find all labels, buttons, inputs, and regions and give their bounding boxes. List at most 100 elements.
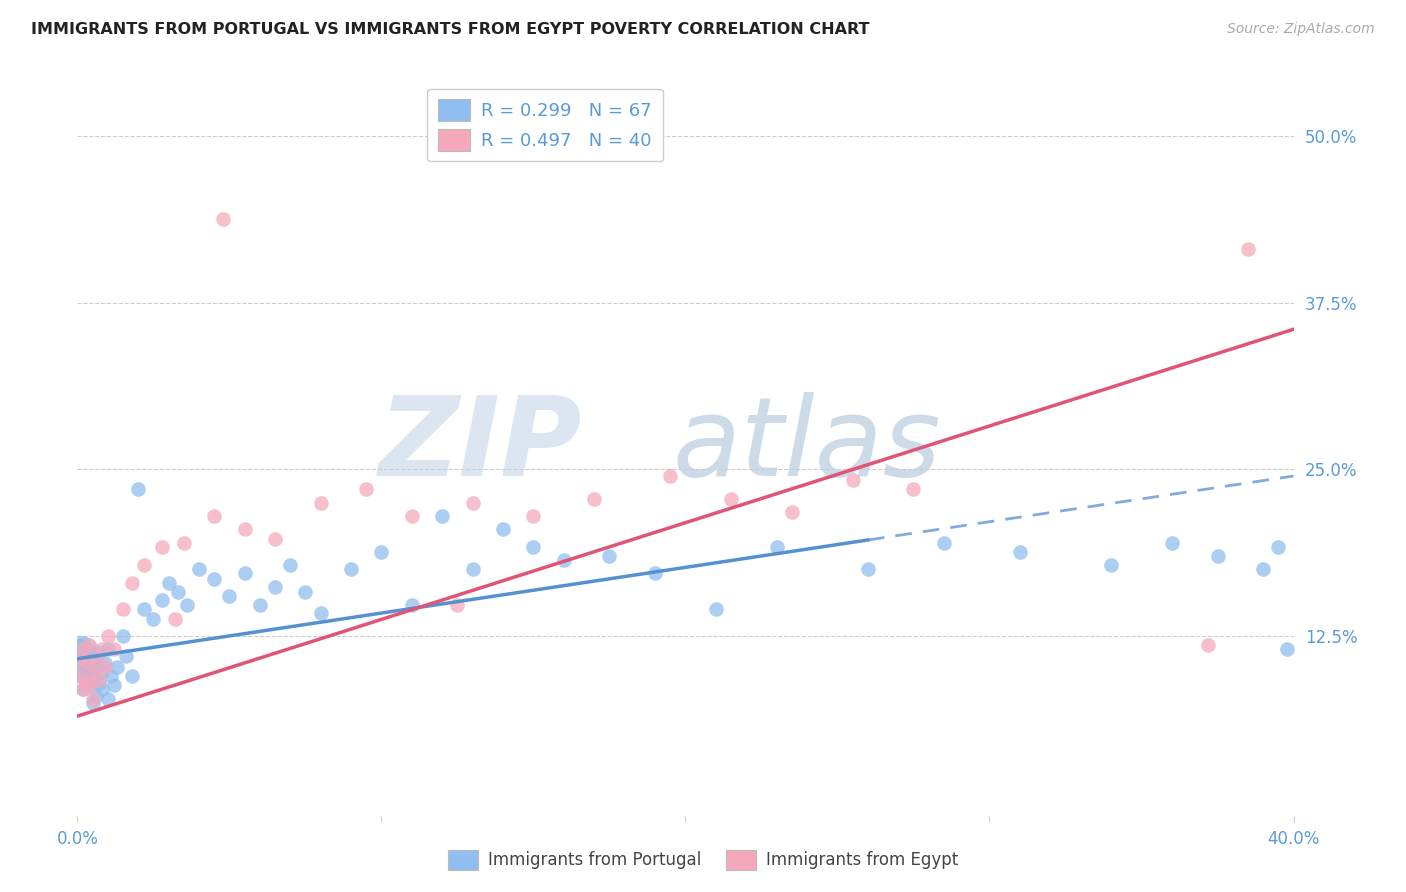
Point [121,669,143,683]
Point [111,602,134,616]
Point [841,473,863,487]
Point [134,602,156,616]
Point [264,532,287,546]
Point [522,540,544,554]
Point [93,656,115,670]
Point [446,599,468,613]
Point [720,491,742,506]
Point [97,642,120,657]
Point [278,558,301,573]
Point [72,669,94,683]
Point [249,599,271,613]
Point [142,612,165,626]
Point [72,682,94,697]
Point [492,522,515,536]
Point [90,682,112,697]
Text: IMMIGRANTS FROM PORTUGAL VS IMMIGRANTS FROM EGYPT POVERTY CORRELATION CHART: IMMIGRANTS FROM PORTUGAL VS IMMIGRANTS F… [31,22,869,37]
Point [1099,558,1122,573]
Point [75,649,97,664]
Point [461,562,484,576]
Point [152,593,174,607]
Point [97,629,120,643]
Point [90,642,112,657]
Point [75,665,97,679]
Point [765,540,787,554]
Point [105,660,128,674]
Point [75,675,97,690]
Point [69,656,91,670]
Point [72,642,94,657]
Point [202,572,225,586]
Point [354,483,377,497]
Point [903,483,925,497]
Point [157,575,180,590]
Point [704,602,727,616]
Point [173,535,195,549]
Point [659,469,682,483]
Point [401,599,423,613]
Point [461,496,484,510]
Point [115,649,138,664]
Point [84,689,107,703]
Point [166,585,188,599]
Point [188,562,211,576]
Point [79,678,101,692]
Point [103,678,125,692]
Point [1008,545,1031,559]
Text: ZIP: ZIP [378,392,582,500]
Point [93,660,115,674]
Point [82,669,104,683]
Text: atlas: atlas [672,392,942,500]
Point [430,509,453,524]
Point [309,496,332,510]
Point [111,629,134,643]
Point [97,691,120,706]
Point [1161,535,1184,549]
Point [1251,562,1274,576]
Point [233,566,256,581]
Point [553,553,575,567]
Point [75,675,97,690]
Point [72,652,94,666]
Point [72,682,94,697]
Point [87,675,110,690]
Point [1237,242,1260,256]
Point [69,647,91,661]
Point [1267,540,1289,554]
Point [1277,642,1299,657]
Legend: R = 0.299   N = 67, R = 0.497   N = 40: R = 0.299 N = 67, R = 0.497 N = 40 [427,88,662,161]
Legend: Immigrants from Portugal, Immigrants from Egypt: Immigrants from Portugal, Immigrants fro… [441,843,965,877]
Point [932,535,955,549]
Point [84,652,107,666]
Point [127,483,149,497]
Point [79,678,101,692]
Point [84,656,107,670]
Point [82,696,104,710]
Point [294,585,316,599]
Point [212,211,235,226]
Point [163,612,186,626]
Point [79,642,101,657]
Point [202,509,225,524]
Point [75,656,97,670]
Point [69,669,91,683]
Point [583,491,606,506]
Point [152,540,174,554]
Point [72,636,94,650]
Point [401,509,423,524]
Point [1197,639,1219,653]
Point [82,665,104,679]
Point [264,580,287,594]
Point [69,652,91,666]
Point [72,662,94,676]
Point [134,558,156,573]
Point [79,639,101,653]
Point [522,509,544,524]
Point [176,599,198,613]
Point [69,649,91,664]
Point [370,545,392,559]
Point [233,522,256,536]
Point [100,669,122,683]
Point [82,691,104,706]
Point [218,589,240,603]
